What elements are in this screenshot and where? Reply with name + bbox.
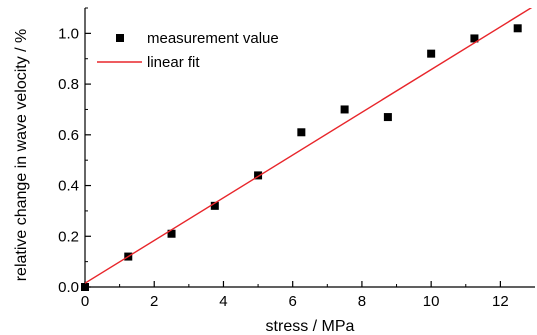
y-axis-title: relative change in wave velocity / % (13, 29, 30, 282)
y-tick-label: 0.8 (58, 76, 79, 93)
y-tick-label: 0.6 (58, 127, 79, 144)
legend: measurement value linear fit (97, 30, 279, 71)
x-tick-label: 4 (219, 293, 227, 310)
data-point (297, 128, 305, 136)
y-tick-label: 0.4 (58, 178, 79, 195)
x-tick-label: 8 (358, 293, 366, 310)
x-tick-label: 0 (81, 293, 89, 310)
data-point (81, 283, 89, 291)
x-tick-label: 12 (492, 293, 509, 310)
y-tick-label: 0.0 (58, 279, 79, 296)
x-tick-label: 6 (289, 293, 297, 310)
legend-label: measurement value (147, 30, 279, 47)
data-point (514, 24, 522, 32)
data-point (341, 105, 349, 113)
legend-square-swatch (116, 34, 124, 42)
x-tick-label: 2 (150, 293, 158, 310)
y-tick-label: 0.2 (58, 228, 79, 245)
linear-fit-line (85, 5, 535, 283)
data-point (427, 50, 435, 58)
data-point (384, 113, 392, 121)
y-tick-label: 1.0 (58, 25, 79, 42)
plot-layer: 0 2 4 6 8 10 12 0.0 0.2 0.4 0.6 0.8 1.0 measurement v… (58, 5, 535, 310)
legend-label: linear fit (147, 54, 200, 71)
x-axis-title: stress / MPa (266, 318, 355, 335)
x-tick-label: 10 (423, 293, 440, 310)
